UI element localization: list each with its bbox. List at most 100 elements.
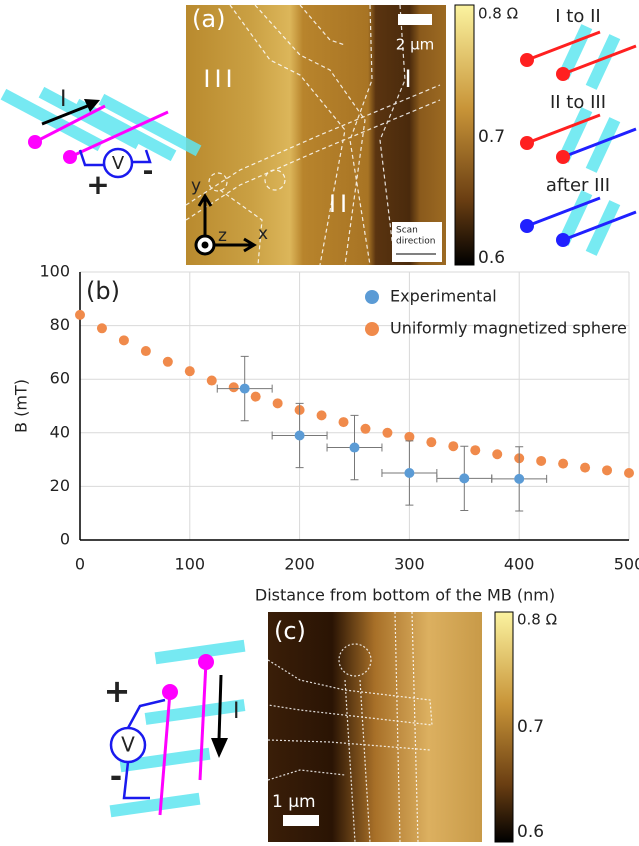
point (470, 445, 481, 456)
label: - (110, 760, 122, 795)
x-tick-label: 0 (75, 555, 85, 574)
y-tick-label: 100 (39, 262, 70, 281)
chart: (b) Distance from bottom of the MB (nm) … (12, 262, 639, 605)
x-tick-label: 200 (284, 555, 315, 574)
point (272, 398, 283, 409)
shape (102, 147, 134, 179)
states: I to II II to III after III (520, 6, 637, 256)
point (558, 458, 569, 469)
shape (109, 698, 166, 800)
shape (73, 98, 177, 162)
point (349, 442, 360, 453)
x-tick-label: 100 (175, 555, 206, 574)
shape (379, 4, 406, 266)
scale-bar (398, 14, 432, 25)
label: V (121, 733, 135, 757)
shape (338, 643, 372, 677)
point (228, 382, 239, 393)
wire (526, 30, 601, 62)
shape (264, 169, 286, 191)
x-tick-label: 500 (614, 555, 639, 574)
point (96, 323, 107, 334)
point (426, 437, 437, 448)
shape (243, 237, 257, 253)
x-tick-label: 300 (394, 555, 425, 574)
axes-icon (194, 193, 257, 256)
schematic-a: I V + - (0, 86, 202, 201)
wire (562, 127, 637, 159)
scan-box (392, 222, 442, 262)
label: 0.7 (517, 717, 544, 737)
shape (63, 150, 77, 164)
y-tick-label: 40 (50, 422, 70, 441)
shape (185, 84, 441, 206)
shape (109, 792, 201, 818)
wire (562, 44, 637, 76)
label: + (86, 168, 109, 201)
point (459, 473, 470, 484)
shape (41, 101, 96, 126)
shape (154, 639, 246, 665)
point (536, 455, 547, 466)
shape (84, 99, 100, 112)
shape (344, 679, 356, 843)
point (404, 431, 415, 442)
schematic-c: V + - I (104, 639, 246, 818)
colorbar (494, 611, 514, 843)
contact (520, 219, 534, 233)
wire (526, 113, 601, 145)
shape (198, 654, 214, 670)
legend-label: Experimental (390, 287, 497, 306)
shape (158, 691, 172, 816)
shape (34, 104, 169, 159)
x-axis-label: Distance from bottom of the MB (nm) (255, 586, 555, 605)
label: after III (546, 175, 610, 196)
label: 1 µm (272, 792, 316, 812)
point (294, 430, 305, 441)
label: (c) (274, 617, 306, 645)
contact (556, 67, 570, 81)
panel-c: (c) 1 µm 0.8 Ω 0.7 0.6 V + - I (104, 611, 557, 843)
point (206, 375, 217, 386)
contact (556, 233, 570, 247)
label: 0.6 (517, 822, 544, 842)
legend-marker (365, 322, 379, 336)
point (448, 441, 459, 452)
label: I (233, 699, 240, 724)
y-axis-label: B (mT) (12, 379, 31, 433)
legend-label: Uniformly magnetized sphere (390, 319, 627, 338)
shape (359, 679, 371, 843)
shape (254, 4, 366, 266)
label: z (218, 226, 227, 246)
label: II to III (550, 92, 606, 113)
shape (34, 104, 106, 144)
label: Scan (396, 226, 418, 236)
shape (98, 93, 202, 157)
label: 0.8 Ω (517, 611, 557, 629)
point (338, 417, 349, 428)
afm-image (268, 612, 482, 842)
shape (122, 761, 150, 800)
label: 2 µm (396, 36, 434, 54)
point (580, 462, 591, 473)
point (492, 449, 503, 460)
label: direction (396, 237, 435, 247)
cyan-bar (585, 117, 621, 173)
shape (219, 189, 263, 266)
panel-label: (b) (86, 277, 120, 305)
y-tick-label: 80 (50, 315, 70, 334)
point (514, 473, 525, 484)
shape (267, 739, 431, 751)
shape (126, 698, 166, 729)
cyan-bar (585, 34, 621, 90)
point (316, 410, 327, 421)
label: 0.8 Ω (478, 5, 518, 23)
colorbar (454, 4, 475, 266)
cyan-bar (585, 200, 621, 256)
shape (217, 674, 223, 741)
legend-marker (365, 290, 379, 304)
point (118, 335, 129, 346)
wire (562, 210, 637, 242)
point (75, 309, 85, 320)
